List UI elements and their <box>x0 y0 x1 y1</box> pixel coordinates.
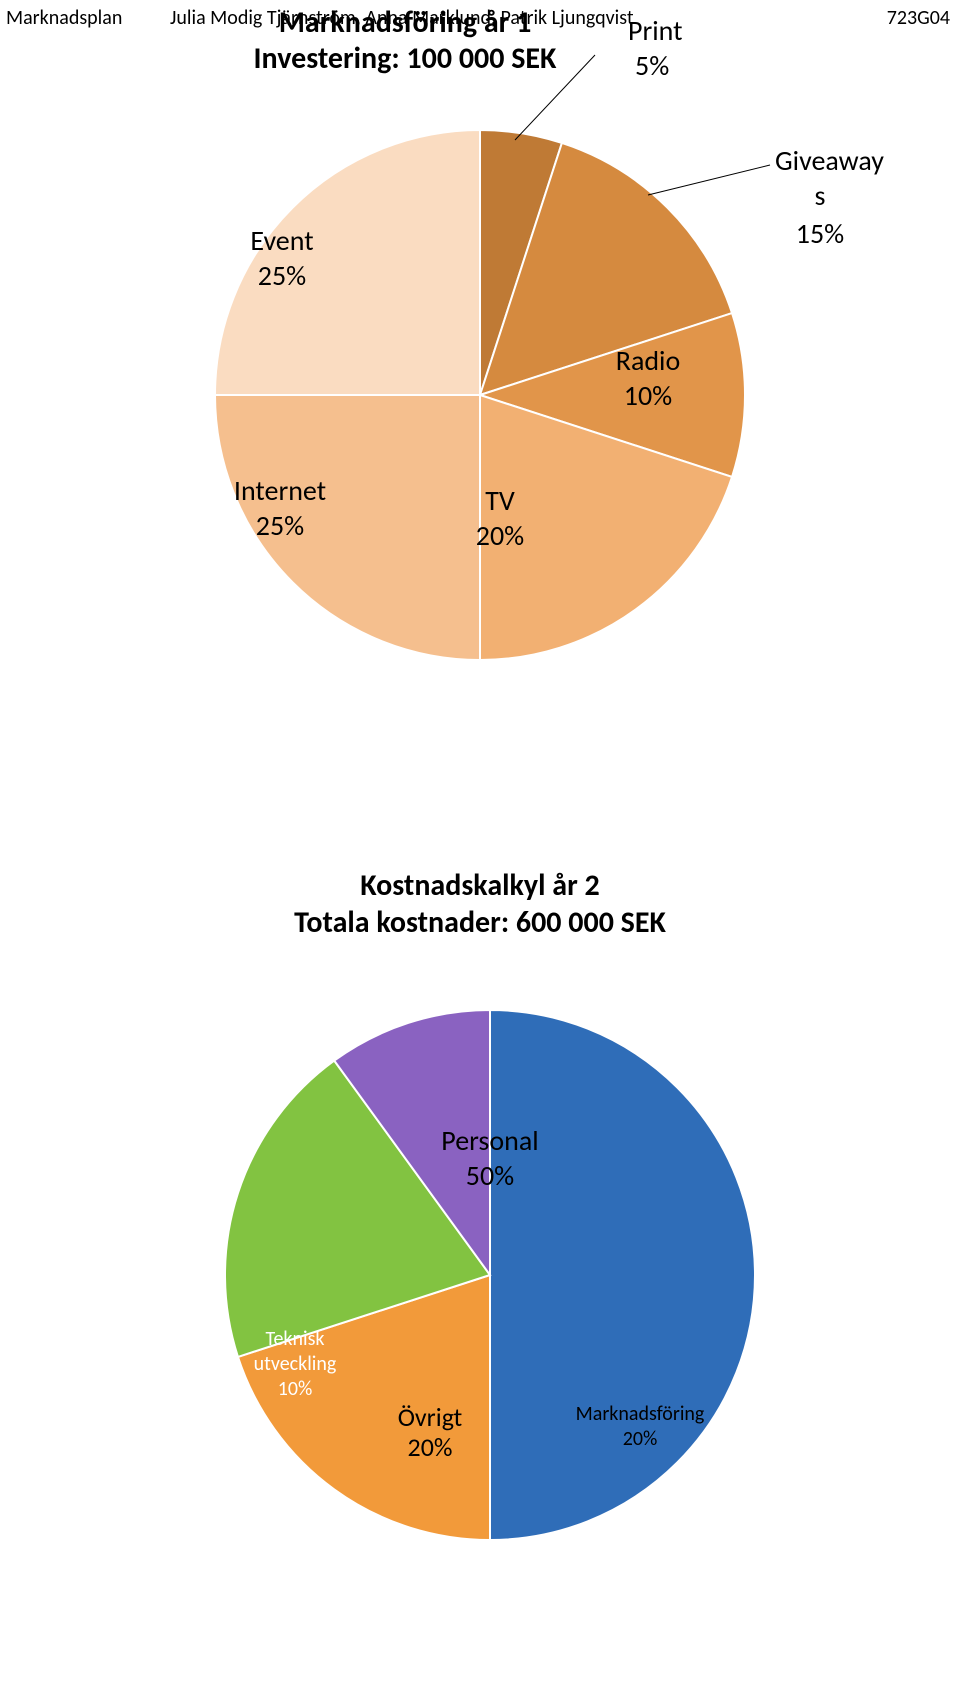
svg-text:utveckling: utveckling <box>254 1352 337 1376</box>
svg-text:Marknadsföring år 1: Marknadsföring år 1 <box>279 4 532 41</box>
svg-text:10%: 10% <box>278 1377 313 1401</box>
svg-text:s: s <box>815 178 826 213</box>
svg-text:20%: 20% <box>408 1431 453 1463</box>
chart2-svg: Kostnadskalkyl år 2Totala kostnader: 600… <box>0 720 960 1686</box>
svg-text:15%: 15% <box>796 216 844 251</box>
svg-text:20%: 20% <box>623 1427 658 1451</box>
svg-text:Giveaway: Giveaway <box>775 143 884 178</box>
svg-text:Investering: 100 000 SEK: Investering: 100 000 SEK <box>254 40 557 77</box>
svg-text:Kostnadskalkyl år 2: Kostnadskalkyl år 2 <box>360 867 600 904</box>
svg-text:5%: 5% <box>635 48 669 83</box>
svg-text:Övrigt: Övrigt <box>398 1401 463 1433</box>
svg-text:Event: Event <box>250 223 313 258</box>
svg-text:Marknadsföring: Marknadsföring <box>576 1402 705 1426</box>
svg-text:TV: TV <box>485 483 515 518</box>
svg-text:Print: Print <box>628 13 682 48</box>
svg-text:Internet: Internet <box>234 473 326 508</box>
svg-text:Radio: Radio <box>616 343 681 378</box>
svg-text:25%: 25% <box>258 258 306 293</box>
svg-text:Teknisk: Teknisk <box>265 1327 324 1351</box>
chart1-container: Marknadsföring år 1Investering: 100 000 … <box>0 0 960 720</box>
svg-text:Personal: Personal <box>441 1123 538 1158</box>
chart1-svg: Marknadsföring år 1Investering: 100 000 … <box>0 0 960 720</box>
svg-text:50%: 50% <box>466 1158 514 1193</box>
svg-text:Totala kostnader: 600 000 SEK: Totala kostnader: 600 000 SEK <box>294 904 666 941</box>
svg-text:10%: 10% <box>624 378 672 413</box>
svg-text:25%: 25% <box>256 508 304 543</box>
chart2-container: Kostnadskalkyl år 2Totala kostnader: 600… <box>0 720 960 1686</box>
svg-text:20%: 20% <box>476 518 524 553</box>
